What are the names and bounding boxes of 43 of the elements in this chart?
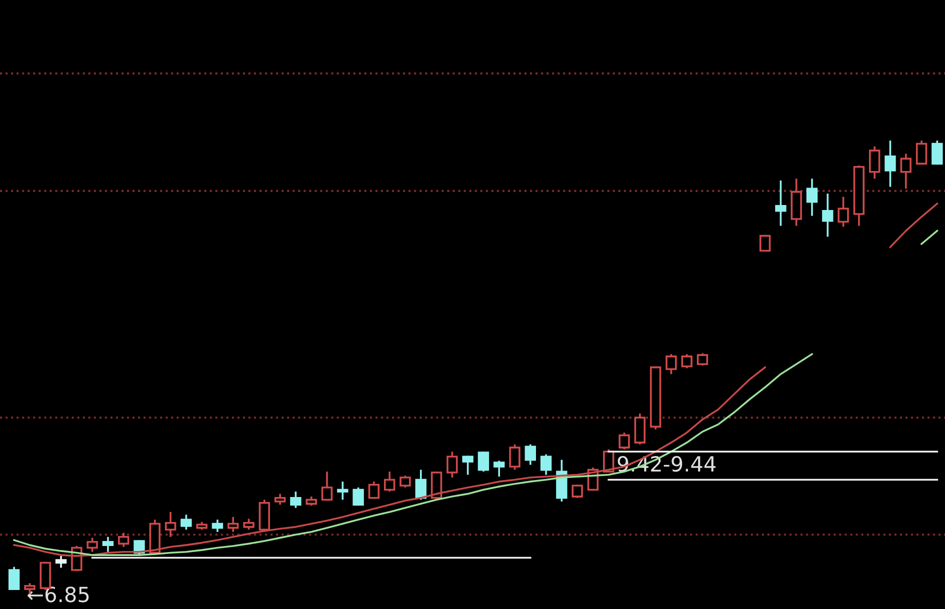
- candlestick: [446, 450, 458, 478]
- candlestick: [290, 490, 302, 509]
- candlestick: [775, 180, 786, 227]
- candlestick: [462, 454, 474, 476]
- candlestick: [540, 453, 552, 476]
- candlestick: [102, 536, 114, 553]
- candlestick: [868, 146, 880, 180]
- candlestick: [337, 480, 348, 501]
- candlestick: [478, 450, 490, 473]
- candlestick: [212, 518, 224, 533]
- candlestick: [681, 353, 692, 370]
- candlestick: [494, 460, 505, 478]
- candlestick: [900, 152, 912, 190]
- candlestick: [274, 492, 286, 506]
- annotation: ←6.85: [28, 586, 89, 602]
- candlestick: [696, 352, 708, 366]
- candlestick: [822, 192, 834, 238]
- candlestick: [118, 532, 130, 548]
- candlestick: [932, 140, 943, 166]
- candlestick: [572, 484, 583, 499]
- candlestick: [400, 474, 411, 488]
- candlestick: [180, 514, 192, 531]
- candlestick: [368, 480, 380, 500]
- candlestick: [228, 516, 239, 533]
- candlestick: [55, 555, 67, 569]
- candlestick: [666, 353, 677, 376]
- candlestick: [618, 432, 630, 450]
- candlestick: [759, 234, 771, 252]
- candlestick: [384, 470, 396, 492]
- candlestick: [916, 140, 928, 165]
- candlestick: [352, 486, 364, 507]
- candlestick: [321, 470, 333, 502]
- candlestick: [86, 536, 98, 553]
- candlestick: [806, 178, 818, 217]
- candlestick: [8, 566, 20, 591]
- candlestick: [243, 518, 254, 531]
- candlestick: [509, 443, 520, 471]
- candlestick: [838, 196, 849, 228]
- candlestick: [524, 443, 536, 466]
- candlestick: [415, 468, 426, 501]
- candlestick: [164, 511, 176, 538]
- candlestick: [884, 140, 896, 188]
- candlestick: [306, 496, 317, 507]
